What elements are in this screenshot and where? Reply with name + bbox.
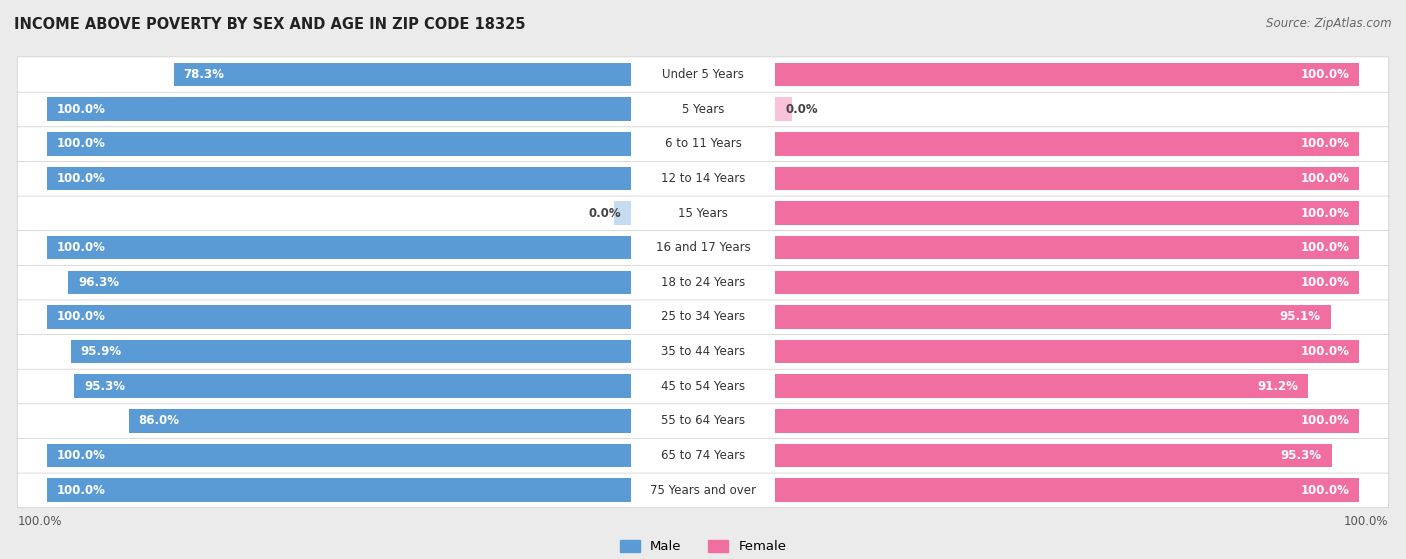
Bar: [46, 132, 631, 155]
Text: 100.0%: 100.0%: [56, 103, 105, 116]
FancyBboxPatch shape: [17, 92, 1389, 127]
Bar: [775, 167, 1360, 190]
Bar: [775, 340, 1360, 363]
Text: 100.0%: 100.0%: [56, 138, 105, 150]
FancyBboxPatch shape: [17, 368, 1389, 404]
Text: 12 to 14 Years: 12 to 14 Years: [661, 172, 745, 185]
Bar: [69, 271, 631, 294]
Text: 95.3%: 95.3%: [84, 380, 125, 392]
FancyBboxPatch shape: [17, 438, 1389, 473]
Text: 91.2%: 91.2%: [1257, 380, 1298, 392]
Text: 25 to 34 Years: 25 to 34 Years: [661, 310, 745, 324]
Bar: [46, 479, 631, 502]
Text: 100.0%: 100.0%: [1301, 276, 1350, 289]
Bar: [128, 409, 631, 433]
Text: 35 to 44 Years: 35 to 44 Years: [661, 345, 745, 358]
Bar: [614, 201, 631, 225]
Text: INCOME ABOVE POVERTY BY SEX AND AGE IN ZIP CODE 18325: INCOME ABOVE POVERTY BY SEX AND AGE IN Z…: [14, 17, 526, 32]
Legend: Male, Female: Male, Female: [614, 535, 792, 558]
Text: 100.0%: 100.0%: [1301, 68, 1350, 81]
Bar: [46, 236, 631, 259]
Text: 0.0%: 0.0%: [785, 103, 818, 116]
Text: Under 5 Years: Under 5 Years: [662, 68, 744, 81]
Text: 100.0%: 100.0%: [1301, 345, 1350, 358]
FancyBboxPatch shape: [17, 264, 1389, 300]
Text: Source: ZipAtlas.com: Source: ZipAtlas.com: [1267, 17, 1392, 30]
Text: 6 to 11 Years: 6 to 11 Years: [665, 138, 741, 150]
Text: 0.0%: 0.0%: [588, 206, 621, 220]
FancyBboxPatch shape: [17, 161, 1389, 196]
Text: 96.3%: 96.3%: [79, 276, 120, 289]
Text: 55 to 64 Years: 55 to 64 Years: [661, 414, 745, 427]
Text: 100.0%: 100.0%: [56, 449, 105, 462]
Bar: [775, 305, 1330, 329]
Bar: [173, 63, 631, 86]
FancyBboxPatch shape: [17, 57, 1389, 92]
Bar: [775, 132, 1360, 155]
Bar: [775, 271, 1360, 294]
Bar: [46, 167, 631, 190]
Bar: [46, 444, 631, 467]
Bar: [775, 375, 1308, 398]
Bar: [46, 305, 631, 329]
Text: 65 to 74 Years: 65 to 74 Years: [661, 449, 745, 462]
Bar: [775, 201, 1360, 225]
FancyBboxPatch shape: [17, 230, 1389, 266]
Text: 75 Years and over: 75 Years and over: [650, 484, 756, 496]
Bar: [775, 63, 1360, 86]
FancyBboxPatch shape: [17, 334, 1389, 369]
Text: 100.0%: 100.0%: [1301, 414, 1350, 427]
Text: 100.0%: 100.0%: [17, 515, 62, 528]
FancyBboxPatch shape: [17, 299, 1389, 335]
Bar: [775, 97, 792, 121]
Text: 100.0%: 100.0%: [1301, 484, 1350, 496]
Bar: [775, 236, 1360, 259]
FancyBboxPatch shape: [17, 126, 1389, 162]
Text: 100.0%: 100.0%: [1344, 515, 1389, 528]
Text: 100.0%: 100.0%: [1301, 241, 1350, 254]
Text: 95.3%: 95.3%: [1281, 449, 1322, 462]
Text: 100.0%: 100.0%: [1301, 206, 1350, 220]
Text: 100.0%: 100.0%: [56, 310, 105, 324]
Text: 95.9%: 95.9%: [80, 345, 122, 358]
Text: 100.0%: 100.0%: [56, 172, 105, 185]
Text: 100.0%: 100.0%: [1301, 138, 1350, 150]
Bar: [70, 340, 631, 363]
Text: 16 and 17 Years: 16 and 17 Years: [655, 241, 751, 254]
Text: 15 Years: 15 Years: [678, 206, 728, 220]
Text: 100.0%: 100.0%: [1301, 172, 1350, 185]
FancyBboxPatch shape: [17, 196, 1389, 231]
Bar: [775, 479, 1360, 502]
Text: 5 Years: 5 Years: [682, 103, 724, 116]
Text: 95.1%: 95.1%: [1279, 310, 1320, 324]
Text: 45 to 54 Years: 45 to 54 Years: [661, 380, 745, 392]
Bar: [775, 409, 1360, 433]
Text: 100.0%: 100.0%: [56, 241, 105, 254]
Bar: [46, 97, 631, 121]
FancyBboxPatch shape: [17, 403, 1389, 438]
Bar: [775, 444, 1331, 467]
Bar: [75, 375, 631, 398]
Text: 78.3%: 78.3%: [183, 68, 225, 81]
Text: 86.0%: 86.0%: [138, 414, 180, 427]
Text: 100.0%: 100.0%: [56, 484, 105, 496]
Text: 18 to 24 Years: 18 to 24 Years: [661, 276, 745, 289]
FancyBboxPatch shape: [17, 472, 1389, 508]
